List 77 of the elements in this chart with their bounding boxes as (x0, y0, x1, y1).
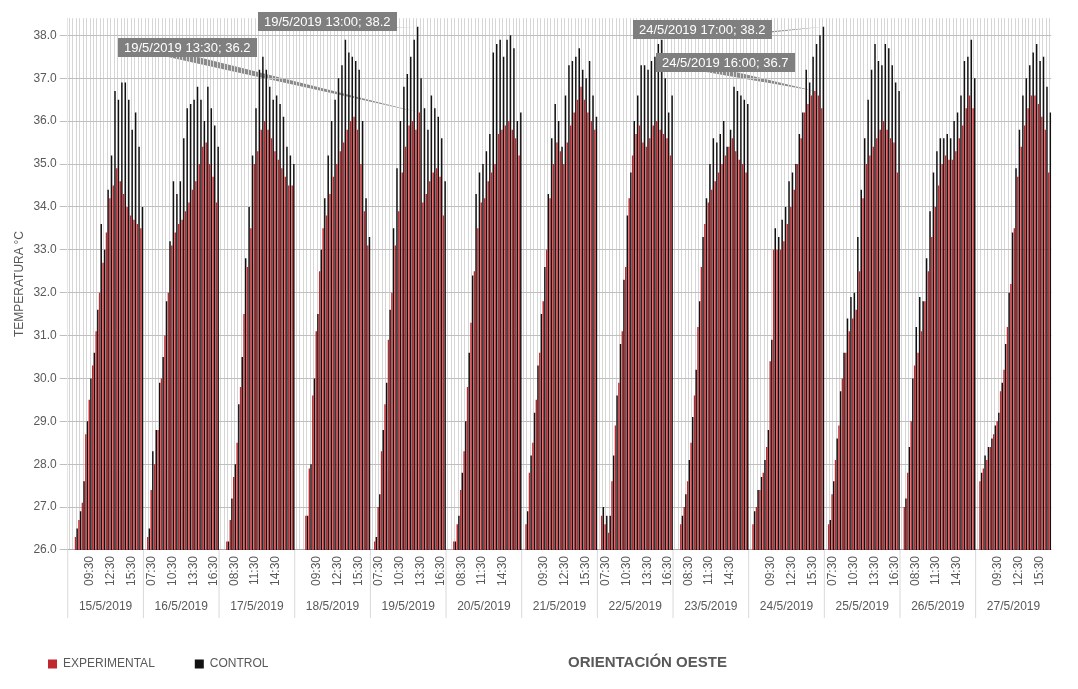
x-tick-label: 07:30 (371, 555, 386, 586)
y-tick-label: 32.0 (33, 284, 58, 299)
x-tick-label: 07:30 (144, 555, 159, 586)
x-tick-label: 09:30 (763, 555, 778, 586)
x-tick-label: 07:30 (598, 555, 613, 586)
x-tick-label: 16:30 (433, 555, 448, 586)
x-tick-label: 11:30 (928, 555, 943, 586)
x-tick-label: 16:30 (887, 555, 902, 586)
y-tick-label: 34.0 (33, 199, 58, 214)
y-tick-label: 31.0 (33, 327, 58, 342)
text: 21/5/2019 (532, 599, 587, 614)
text: 25/5/2019 (835, 599, 890, 614)
annotation: 24/5/2019 16:00; 36.7 (656, 53, 795, 72)
x-tick-label: 10:30 (618, 555, 633, 586)
x-tick-label: 11:30 (474, 555, 489, 586)
x-tick-label: 09:30 (536, 555, 551, 586)
text: 26/5/2019 (911, 599, 965, 614)
x-tick-label: 13:30 (412, 555, 427, 586)
x-tick-label: 14:30 (949, 555, 964, 586)
text: 17/5/2019 (230, 599, 284, 614)
x-tick-label: 08:30 (226, 555, 241, 586)
x-tick-label: 10:30 (845, 555, 860, 586)
text: 23/5/2019 (684, 599, 738, 614)
y-tick-label: 26.0 (33, 542, 58, 557)
x-tick-label: 11:30 (701, 555, 716, 586)
text: 19/5/2019 (381, 599, 436, 614)
x-tick-label: 14:30 (495, 555, 510, 586)
x-tick-label: 14:30 (268, 555, 283, 586)
text: 18/5/2019 (305, 599, 360, 614)
annotation: 19/5/2019 13:00; 38.2 (258, 12, 397, 31)
x-tick-label: 08:30 (453, 555, 468, 586)
y-tick-label: 36.0 (33, 113, 58, 128)
text: 20/5/2019 (457, 599, 511, 614)
x-tick-label: 15:30 (804, 555, 819, 586)
x-tick-label: 12:30 (557, 555, 571, 586)
x-tick-label: 13:30 (639, 555, 654, 586)
y-tick-label: 29.0 (33, 413, 58, 428)
annotation: 24/5/2019 17:00; 38.2 (633, 20, 772, 39)
x-tick-label: 16:30 (660, 555, 675, 586)
x-tick-label: 15:30 (350, 555, 365, 586)
x-tick-label: 09:30 (82, 555, 97, 586)
x-tick-label: 15:30 (123, 555, 138, 586)
legend-label: EXPERIMENTAL (63, 656, 156, 671)
y-axis-title: TEMPERATURA °C (11, 230, 26, 338)
x-tick-label: 08:30 (907, 555, 922, 586)
text: 24/5/2019 (759, 599, 814, 614)
x-tick-label: 08:30 (680, 555, 695, 586)
x-tick-label: 12:30 (330, 555, 345, 586)
x-tick-label: 09:30 (990, 555, 1005, 586)
x-tick-label: 12:30 (783, 555, 798, 586)
legend-label: CONTROL (209, 656, 269, 671)
x-tick-label: 11:30 (247, 555, 262, 586)
text: 22/5/2019 (608, 599, 663, 614)
x-tick-label: 12:30 (1010, 555, 1025, 586)
x-tick-label: 09:30 (309, 555, 324, 586)
x-tick-label: 12:30 (103, 555, 118, 586)
x-tick-label: 10:30 (391, 555, 406, 586)
y-tick-label: 30.0 (33, 370, 58, 385)
annotation: 19/5/2019 13:30; 36.2 (118, 38, 257, 57)
text: 15/5/2019 (78, 599, 133, 614)
x-tick-label: 10:30 (164, 555, 179, 586)
x-tick-label: 07:30 (825, 555, 840, 586)
y-tick-label: 35.0 (33, 156, 58, 171)
text: ORIENTACIÓN OESTE (568, 653, 727, 670)
y-tick-label: 28.0 (33, 456, 58, 471)
text: 27/5/2019 (986, 599, 1041, 614)
text: 16/5/2019 (154, 599, 209, 614)
y-tick-label: 27.0 (33, 499, 58, 514)
y-tick-label: 33.0 (33, 242, 58, 257)
x-tick-label: 15:30 (577, 555, 592, 586)
y-tick-label: 38.0 (33, 27, 58, 42)
x-tick-label: 14:30 (722, 555, 737, 586)
x-tick-label: 16:30 (206, 555, 221, 586)
y-tick-label: 37.0 (33, 70, 58, 85)
x-tick-label: 13:30 (866, 555, 881, 586)
x-tick-label: 15:30 (1031, 555, 1046, 586)
x-tick-label: 13:30 (185, 555, 200, 586)
